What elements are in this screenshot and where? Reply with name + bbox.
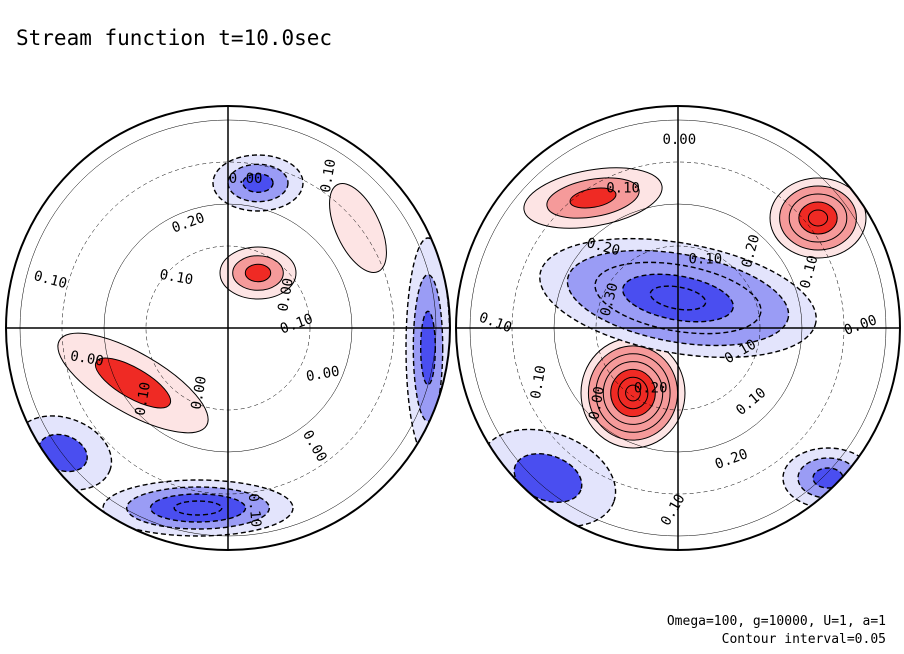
- parameters-note: Omega=100, g=10000, U=1, a=1: [667, 614, 886, 629]
- right-hemisphere-panel: [456, 106, 900, 550]
- negative-extremum-contour: [174, 501, 222, 515]
- contour-value-label: 0.00: [229, 171, 263, 187]
- positive-extremum-contour: [808, 210, 827, 226]
- contour-value-label: 0.20: [634, 381, 668, 397]
- left-hemisphere-panel: [4, 106, 450, 550]
- contour-value-label: 0.00: [662, 132, 696, 148]
- contour-value-label: 0.10: [688, 252, 722, 268]
- negative-extremum-contour: [421, 311, 436, 384]
- stream-function-figure: 0.100.000.000.100.000.100.000.10 0.100.20…: [0, 0, 904, 654]
- contour-value-label: 0.10: [245, 493, 264, 528]
- negative-extremum-contour: [813, 468, 843, 488]
- positive-extremum-contour: [245, 264, 270, 281]
- contour-value-label: 0.10: [606, 181, 640, 197]
- contour-interval-note: Contour interval=0.05: [722, 632, 886, 647]
